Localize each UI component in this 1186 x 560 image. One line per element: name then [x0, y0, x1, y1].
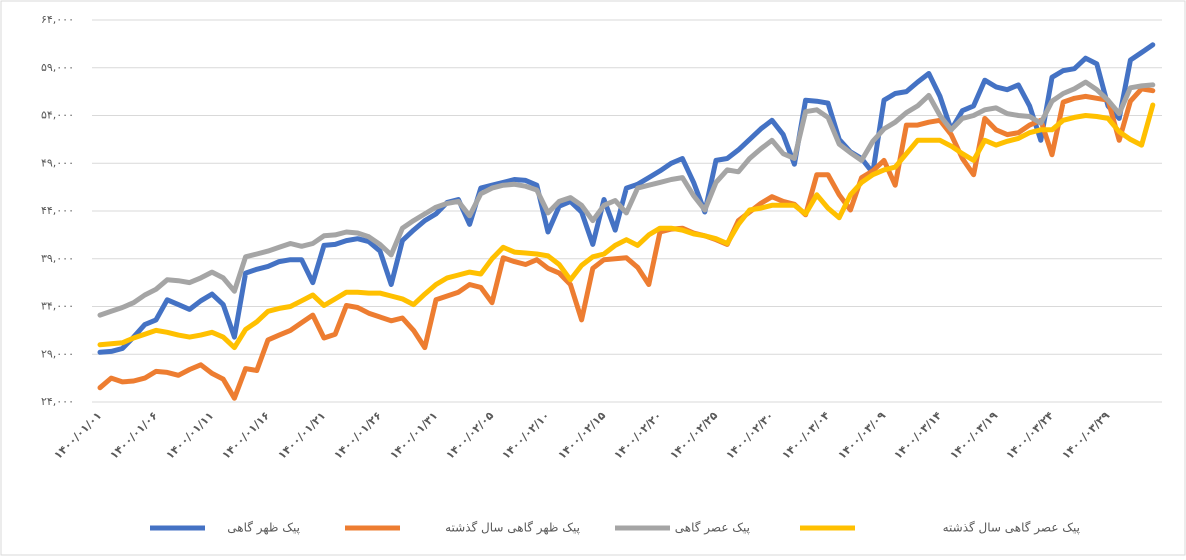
x-tick-label: ۱۴۰۰/۰۱/۲۶	[331, 409, 384, 462]
y-tick-label: ۵۹,۰۰۰	[41, 61, 74, 74]
x-tick-label: ۱۴۰۰/۰۱/۱۶	[219, 409, 272, 462]
x-tick-label: ۱۴۰۰/۰۲/۰۵	[443, 409, 496, 462]
x-tick-label: ۱۴۰۰/۰۲/۲۰	[611, 409, 664, 462]
x-tick-label: ۱۴۰۰/۰۳/۱۹	[947, 409, 1000, 462]
x-tick-label: ۱۴۰۰/۰۱/۳۱	[387, 409, 440, 462]
x-tick-label: ۱۴۰۰/۰۳/۱۴	[891, 409, 944, 462]
x-tick-label: ۱۴۰۰/۰۱/۲۱	[275, 409, 328, 462]
series-line	[97, 102, 1156, 351]
x-tick-label: ۱۴۰۰/۰۲/۲۵	[667, 409, 720, 462]
series-line	[97, 42, 1156, 355]
legend-label: پیک ظهر گاهی سال گذشته	[445, 521, 580, 536]
x-tick-label: ۱۴۰۰/۰۳/۲۴	[1003, 409, 1056, 462]
x-tick-label: ۱۴۰۰/۰۳/۰۴	[779, 409, 832, 462]
x-tick-label: ۱۴۰۰/۰۱/۰۱	[51, 409, 104, 462]
x-tick-label: ۱۴۰۰/۰۲/۱۰	[499, 409, 552, 462]
legend-label: پیک عصر گاهی سال گذشته	[943, 521, 1080, 536]
series-line	[97, 79, 1156, 318]
x-tick-label: ۱۴۰۰/۰۳/۰۹	[835, 409, 888, 462]
legend-label: پیک ظهر گاهی	[227, 521, 300, 536]
x-tick-label: ۱۴۰۰/۰۱/۱۱	[163, 409, 216, 462]
y-tick-label: ۶۴,۰۰۰	[41, 13, 74, 26]
x-tick-label: ۱۴۰۰/۰۲/۱۵	[555, 409, 608, 462]
y-tick-label: ۴۴,۰۰۰	[41, 204, 74, 217]
y-tick-label: ۳۴,۰۰۰	[41, 300, 74, 313]
y-tick-label: ۲۹,۰۰۰	[41, 347, 74, 360]
series-line	[97, 86, 1156, 401]
x-tick-label: ۱۴۰۰/۰۳/۲۹	[1059, 409, 1112, 462]
y-tick-label: ۴۹,۰۰۰	[41, 156, 74, 169]
y-tick-label: ۳۹,۰۰۰	[41, 252, 74, 265]
x-tick-label: ۱۴۰۰/۰۱/۰۶	[107, 409, 160, 462]
x-tick-label: ۱۴۰۰/۰۲/۳۰	[723, 409, 776, 462]
legend-label: پیک عصر گاهی	[675, 521, 750, 536]
y-tick-label: ۲۴,۰۰۰	[41, 395, 74, 408]
y-tick-label: ۵۴,۰۰۰	[41, 109, 74, 122]
